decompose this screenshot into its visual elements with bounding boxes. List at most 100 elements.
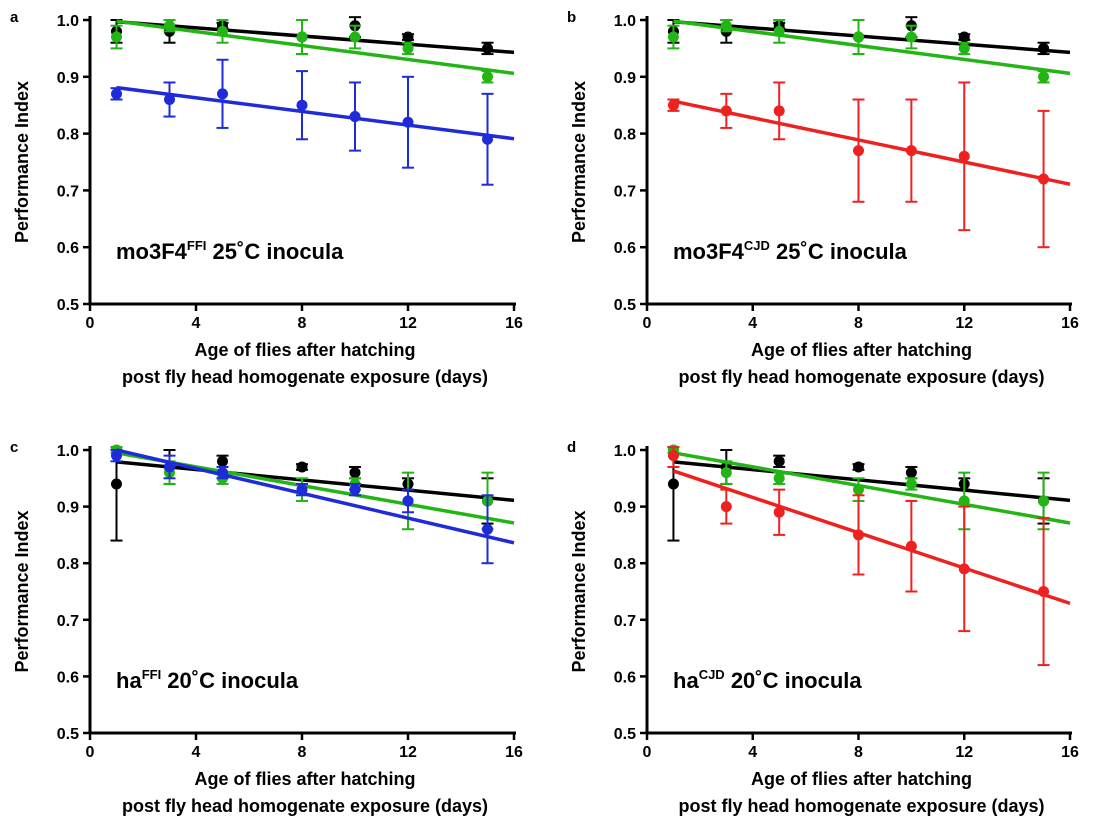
x-tick-label: 4 bbox=[748, 744, 757, 761]
y-tick-label: 0.9 bbox=[57, 500, 79, 517]
x-axis-title-line2: post fly head homogenate exposure (days) bbox=[678, 367, 1044, 387]
point-black bbox=[905, 467, 917, 479]
panel-letter: b bbox=[567, 9, 576, 26]
y-tick-label: 0.8 bbox=[614, 127, 636, 144]
fit-line-green bbox=[673, 451, 1071, 525]
point-red bbox=[773, 506, 785, 518]
point-green bbox=[482, 71, 493, 83]
point-blue bbox=[402, 116, 414, 128]
x-tick-label: 12 bbox=[955, 744, 973, 761]
fit-line-black bbox=[116, 460, 515, 503]
point-green bbox=[349, 31, 361, 43]
y-tick-label: 0.7 bbox=[57, 613, 79, 630]
panel-b: b 0.5 0.6 0.7 0.8 0.9 1.0 0 4 8 12 16 Age of flies a… bbox=[567, 9, 1079, 387]
point-green bbox=[853, 484, 864, 496]
x-tick-label: 8 bbox=[298, 315, 307, 332]
fit-line-black bbox=[116, 19, 515, 55]
y-tick-label: 0.9 bbox=[614, 500, 636, 517]
x-tick-label: 8 bbox=[854, 744, 863, 761]
point-blue bbox=[402, 495, 414, 507]
fit-line-green bbox=[673, 19, 1071, 76]
inset-label: haCJD 20˚C inocula bbox=[673, 667, 862, 693]
y-axis-title: Performance Index bbox=[12, 81, 32, 243]
point-blue bbox=[296, 484, 308, 496]
y-tick-label: 0.7 bbox=[614, 183, 636, 200]
panel-c: c 0.5 0.6 0.7 0.8 0.9 1.0 0 4 8 12 16 Age of flies a… bbox=[10, 439, 523, 816]
point-green bbox=[720, 467, 732, 479]
fit-line-black bbox=[673, 460, 1071, 503]
x-tick-label: 16 bbox=[505, 315, 523, 332]
y-axis-title: Performance Index bbox=[12, 510, 32, 672]
point-green bbox=[402, 42, 414, 54]
x-axis-title-line1: Age of flies after hatching bbox=[751, 340, 972, 360]
panel-letter: a bbox=[10, 9, 19, 26]
y-tick-label: 0.6 bbox=[614, 669, 636, 686]
point-green bbox=[853, 31, 864, 43]
point-green bbox=[1038, 71, 1050, 83]
point-red bbox=[958, 150, 970, 162]
x-axis-title-line2: post fly head homogenate exposure (days) bbox=[122, 367, 488, 387]
y-tick-label: 0.7 bbox=[614, 613, 636, 630]
point-blue bbox=[164, 461, 175, 473]
point-black bbox=[482, 42, 493, 54]
y-tick-label: 0.9 bbox=[614, 70, 636, 87]
point-red bbox=[905, 145, 917, 157]
y-tick-label: 0.6 bbox=[57, 669, 79, 686]
point-blue bbox=[482, 133, 493, 145]
x-tick-label: 12 bbox=[399, 744, 417, 761]
point-blue bbox=[164, 94, 175, 106]
point-green bbox=[164, 20, 175, 32]
fit-line-blue bbox=[116, 448, 515, 545]
inset-label: mo3F4CJD 25˚C inocula bbox=[673, 238, 908, 264]
x-tick-label: 16 bbox=[505, 744, 523, 761]
point-black bbox=[773, 455, 785, 467]
point-blue bbox=[217, 467, 228, 479]
series-blue bbox=[110, 58, 515, 186]
fit-line-blue bbox=[116, 85, 515, 141]
point-green bbox=[905, 31, 917, 43]
point-black bbox=[1038, 42, 1050, 54]
x-tick-label: 0 bbox=[86, 744, 95, 761]
point-red bbox=[667, 99, 679, 111]
x-tick-label: 8 bbox=[298, 744, 307, 761]
point-blue bbox=[111, 88, 122, 100]
inset-label: mo3F4FFI 25˚C inocula bbox=[116, 238, 344, 264]
y-tick-label: 1.0 bbox=[614, 443, 636, 460]
point-red bbox=[1038, 586, 1050, 597]
series-green bbox=[110, 19, 515, 84]
point-red bbox=[667, 450, 679, 462]
point-red bbox=[720, 501, 732, 513]
x-tick-label: 16 bbox=[1061, 315, 1079, 332]
x-tick-label: 8 bbox=[854, 315, 863, 332]
y-tick-label: 0.7 bbox=[57, 183, 79, 200]
x-tick-label: 0 bbox=[643, 744, 652, 761]
point-green bbox=[296, 31, 308, 43]
x-axis-title-line1: Age of flies after hatching bbox=[194, 340, 415, 360]
point-blue bbox=[111, 450, 122, 462]
x-tick-label: 0 bbox=[643, 315, 652, 332]
series-blue bbox=[110, 448, 515, 565]
point-green bbox=[958, 495, 970, 507]
point-black bbox=[296, 461, 308, 473]
point-green bbox=[667, 31, 679, 43]
point-red bbox=[1038, 173, 1050, 185]
point-red bbox=[720, 105, 732, 117]
point-green bbox=[773, 472, 785, 484]
y-axis-title: Performance Index bbox=[569, 510, 589, 672]
y-tick-label: 1.0 bbox=[57, 443, 79, 460]
series-green bbox=[110, 444, 515, 531]
y-tick-label: 0.8 bbox=[57, 127, 79, 144]
x-tick-label: 4 bbox=[748, 315, 757, 332]
point-black bbox=[349, 467, 361, 479]
point-red bbox=[773, 105, 785, 117]
y-tick-label: 0.9 bbox=[57, 70, 79, 87]
fit-line-red bbox=[672, 469, 1071, 606]
y-tick-label: 1.0 bbox=[57, 13, 79, 30]
x-tick-label: 0 bbox=[86, 315, 95, 332]
x-tick-label: 12 bbox=[399, 315, 417, 332]
y-tick-label: 0.5 bbox=[614, 726, 636, 743]
point-black bbox=[217, 455, 228, 467]
point-green bbox=[111, 31, 122, 43]
point-black bbox=[402, 31, 414, 43]
